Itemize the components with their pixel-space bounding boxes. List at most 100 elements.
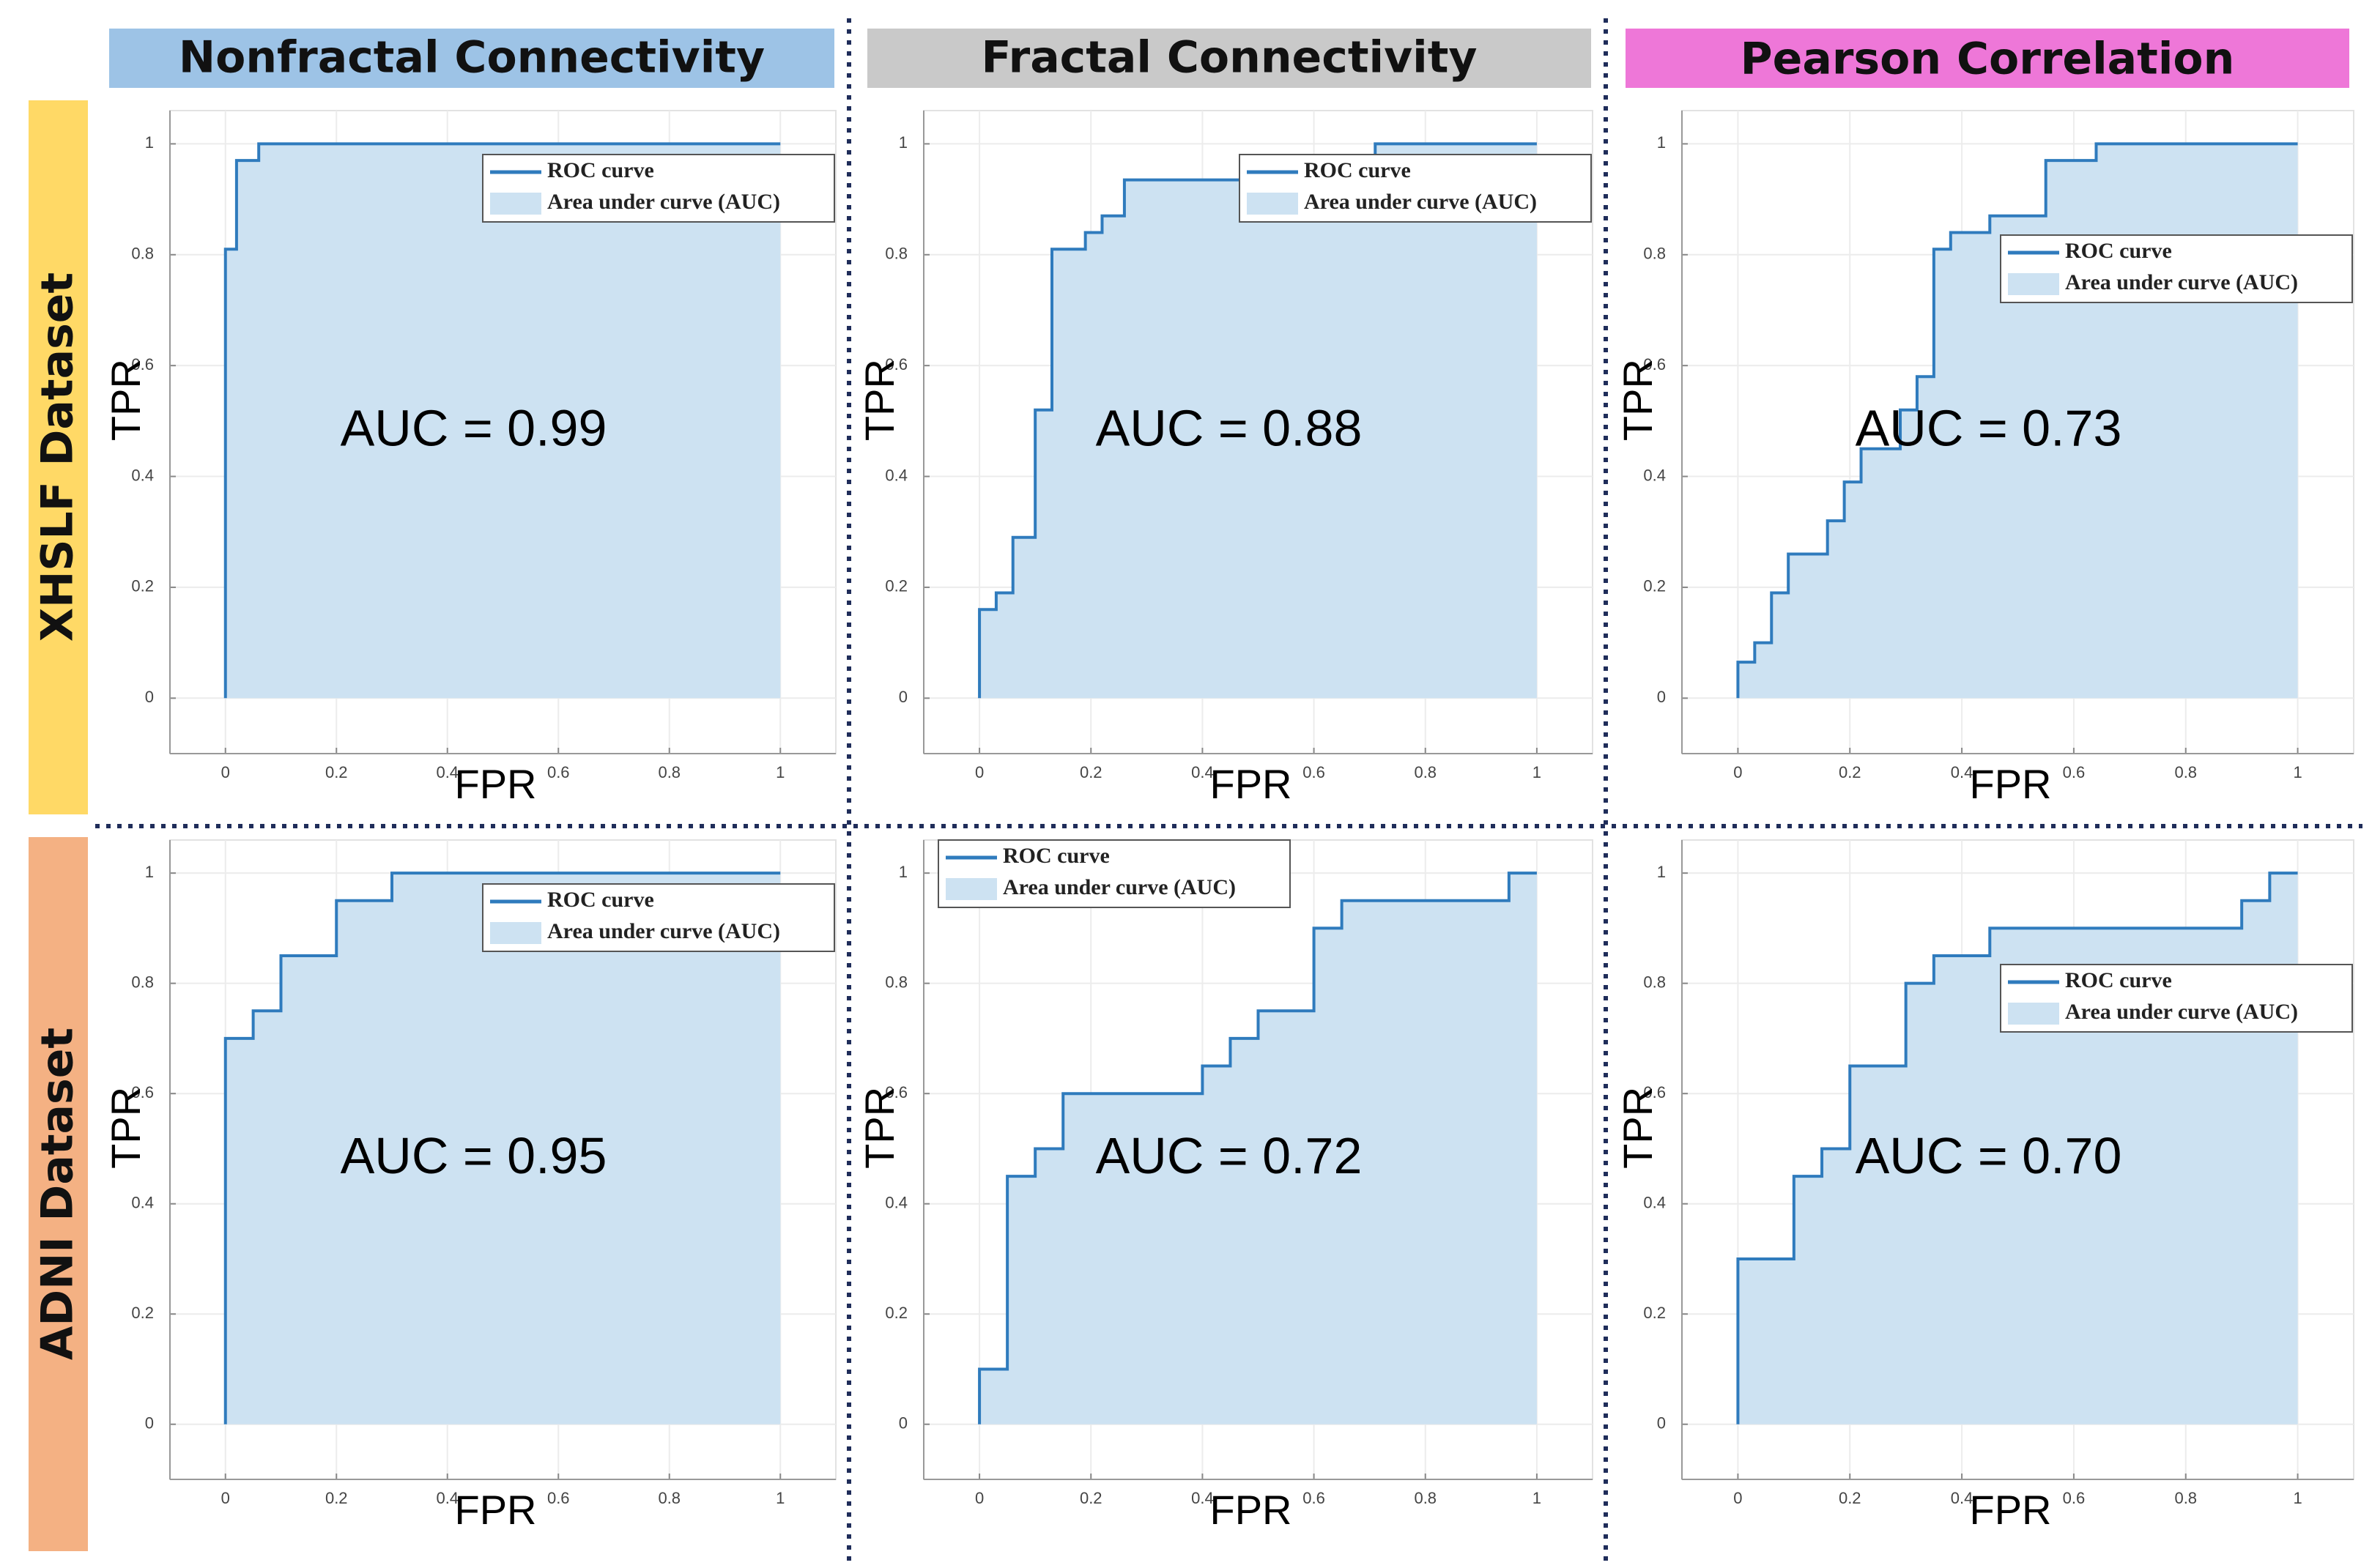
y-tick-label: 0.8 xyxy=(131,973,154,991)
y-axis-label: TPR xyxy=(103,1087,149,1169)
legend-label: Area under curve (AUC) xyxy=(2065,1000,2298,1024)
y-tick-label: 1 xyxy=(1657,863,1666,881)
x-tick-label: 0.2 xyxy=(325,763,348,781)
x-tick-label: 0.8 xyxy=(658,763,681,781)
auc-area xyxy=(225,873,781,1424)
auc-annotation: AUC = 0.72 xyxy=(1096,1127,1363,1184)
y-axis-label: TPR xyxy=(103,359,149,441)
x-tick-label: 0.4 xyxy=(1951,763,1973,781)
roc-chart: 0 0.2 0.4 0.6 0.8 1 0 0.2 0.4 0.6 0.8 1 AUC = 0.73 TP… xyxy=(1615,110,2354,807)
roc-chart: 0 0.2 0.4 0.6 0.8 1 0 0.2 0.4 0.6 0.8 1 AUC = 0.88 TP… xyxy=(856,110,1593,807)
auc-area xyxy=(979,873,1537,1424)
y-tick-label: 0.2 xyxy=(885,577,908,595)
legend: ROC curve Area under curve (AUC) xyxy=(2000,964,2353,1033)
legend-label: ROC curve xyxy=(2065,239,2172,263)
y-tick-label: 0.4 xyxy=(131,466,154,484)
x-tick-label: 0.6 xyxy=(547,763,570,781)
legend-label: ROC curve xyxy=(547,158,654,182)
roc-curve xyxy=(223,872,781,1424)
y-tick-label: 0.6 xyxy=(885,1083,908,1101)
legend: ROC curve Area under curve (AUC) xyxy=(2000,234,2353,303)
legend-label: ROC curve xyxy=(1003,844,1110,868)
roc-curve xyxy=(1736,142,2298,699)
x-axis-label: FPR xyxy=(1970,761,2052,807)
legend-label: Area under curve (AUC) xyxy=(1003,875,1236,899)
x-tick-label: 0.4 xyxy=(1191,1489,1214,1507)
x-tick-label: 0 xyxy=(221,1489,230,1507)
y-tick-label: 0.4 xyxy=(131,1194,154,1212)
column-header-box xyxy=(109,29,834,88)
auc-annotation: AUC = 0.88 xyxy=(1096,399,1363,456)
x-tick-label: 0.8 xyxy=(1414,1489,1437,1507)
legend: ROC curve Area under curve (AUC) xyxy=(1239,154,1592,223)
legend: ROC curve Area under curve (AUC) xyxy=(482,154,835,223)
legend-label: Area under curve (AUC) xyxy=(2065,270,2298,294)
x-tick-label: 0.4 xyxy=(1951,1489,1973,1507)
legend-label: Area under curve (AUC) xyxy=(1304,190,1537,214)
x-tick-label: 0.4 xyxy=(436,763,459,781)
x-tick-label: 0.8 xyxy=(2174,763,2197,781)
x-tick-label: 0 xyxy=(1733,1489,1742,1507)
x-axis-label: FPR xyxy=(1210,1487,1292,1533)
legend-swatch xyxy=(1247,193,1298,215)
x-tick-label: 0.2 xyxy=(1080,1489,1102,1507)
x-tick-label: 0 xyxy=(975,1489,984,1507)
y-tick-label: 1 xyxy=(145,133,154,152)
y-tick-label: 0.4 xyxy=(1643,1194,1666,1212)
column-header: Nonfractal Connectivity xyxy=(179,32,765,83)
x-axis-label: FPR xyxy=(455,1487,537,1533)
auc-area xyxy=(979,144,1537,699)
auc-annotation: AUC = 0.70 xyxy=(1856,1127,2122,1184)
x-axis-label: FPR xyxy=(1970,1487,2052,1533)
x-tick-label: 1 xyxy=(776,1489,785,1507)
x-tick-label: 1 xyxy=(1532,763,1541,781)
y-tick-label: 0.2 xyxy=(131,1304,154,1322)
row-header: ADNI Dataset xyxy=(32,1028,84,1360)
y-tick-label: 0.8 xyxy=(1643,973,1666,991)
x-tick-label: 0.2 xyxy=(325,1489,348,1507)
y-tick-label: 0.4 xyxy=(1643,466,1666,484)
roc-curve xyxy=(1736,872,2298,1424)
x-tick-label: 1 xyxy=(2293,763,2302,781)
x-tick-label: 0.6 xyxy=(1302,1489,1325,1507)
legend: ROC curve Area under curve (AUC) xyxy=(482,883,835,952)
x-axis-label: FPR xyxy=(1210,761,1292,807)
y-axis-label: TPR xyxy=(1615,1087,1661,1169)
roc-chart: 0 0.2 0.4 0.6 0.8 1 0 0.2 0.4 0.6 0.8 1 AUC = 0.95 TP… xyxy=(103,839,837,1533)
x-tick-label: 0.8 xyxy=(658,1489,681,1507)
y-tick-label: 0.6 xyxy=(131,355,154,374)
y-tick-label: 0.8 xyxy=(1643,245,1666,263)
x-tick-label: 0 xyxy=(1733,763,1742,781)
x-axis-label: FPR xyxy=(455,761,537,807)
x-tick-label: 0.2 xyxy=(1839,1489,1861,1507)
y-tick-label: 0.2 xyxy=(1643,1304,1666,1322)
x-tick-label: 1 xyxy=(2293,1489,2302,1507)
separators xyxy=(95,18,2362,1564)
y-tick-label: 1 xyxy=(899,863,908,881)
y-tick-label: 0.8 xyxy=(131,245,154,263)
roc-chart: 0 0.2 0.4 0.6 0.8 1 0 0.2 0.4 0.6 0.8 1 AUC = 0.70 TP… xyxy=(1615,839,2354,1533)
legend-swatch xyxy=(946,878,997,900)
y-tick-label: 0.4 xyxy=(885,466,908,484)
x-tick-label: 0.4 xyxy=(1191,763,1214,781)
x-tick-label: 0.8 xyxy=(1414,763,1437,781)
legend-label: ROC curve xyxy=(2065,968,2172,992)
y-tick-label: 1 xyxy=(145,863,154,881)
roc-chart: 0 0.2 0.4 0.6 0.8 1 0 0.2 0.4 0.6 0.8 1 AUC = 0.72 TP… xyxy=(856,839,1593,1533)
y-tick-label: 0.8 xyxy=(885,973,908,991)
y-tick-label: 0 xyxy=(145,1414,154,1433)
legend-label: ROC curve xyxy=(547,888,654,912)
auc-annotation: AUC = 0.73 xyxy=(1856,399,2122,456)
legend-label: Area under curve (AUC) xyxy=(547,190,780,214)
auc-annotation: AUC = 0.99 xyxy=(341,399,607,456)
x-tick-label: 0 xyxy=(975,763,984,781)
legend-swatch xyxy=(2008,273,2059,295)
y-tick-label: 0.2 xyxy=(1643,577,1666,595)
x-tick-label: 0.6 xyxy=(1302,763,1325,781)
y-tick-label: 0.2 xyxy=(131,577,154,595)
y-tick-label: 1 xyxy=(1657,133,1666,152)
x-tick-label: 0.8 xyxy=(2174,1489,2197,1507)
x-tick-label: 1 xyxy=(1532,1489,1541,1507)
roc-chart: 0 0.2 0.4 0.6 0.8 1 0 0.2 0.4 0.6 0.8 1 AUC = 0.99 TP… xyxy=(103,110,837,807)
legend-swatch xyxy=(2008,1003,2059,1025)
